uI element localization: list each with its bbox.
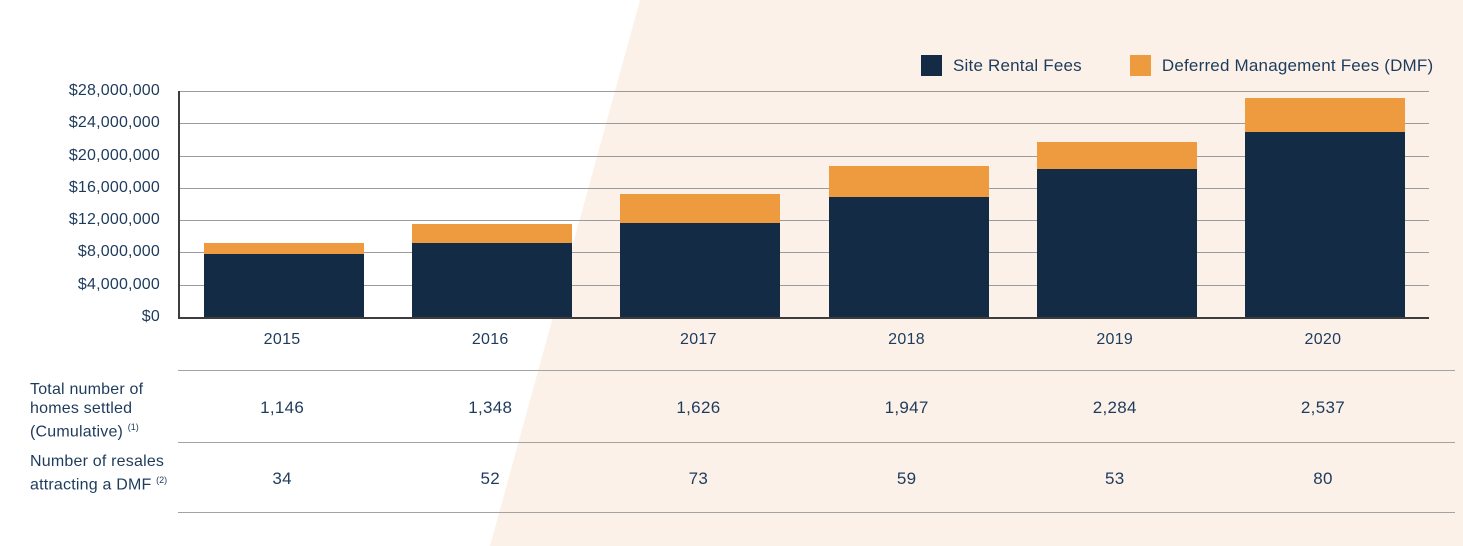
site-rental-fees-swatch-icon	[921, 55, 942, 76]
footnote-marker: (1)	[127, 422, 139, 432]
x-axis-label-2020: 2020	[1304, 331, 1342, 348]
table-value-cell: 1,348	[468, 398, 513, 417]
table-value-cell: 1,947	[884, 398, 929, 417]
table-row-label-resales-dmf: Number of resales attracting a DMF (2)	[30, 452, 185, 494]
dmf-bar-2019	[1036, 141, 1197, 170]
table-value-cell: 1,626	[676, 398, 721, 417]
x-axis-label-2018: 2018	[888, 331, 925, 348]
gridline	[180, 91, 1429, 92]
x-axis-label-2016: 2016	[471, 331, 509, 348]
table-value-cell: 34	[272, 469, 292, 488]
table-divider-middle	[178, 442, 1455, 443]
table-divider-bottom	[178, 512, 1455, 513]
footnote-marker: (2)	[156, 475, 168, 485]
table-value-cell: 73	[688, 469, 709, 488]
dmf-swatch-icon	[1129, 55, 1151, 76]
table-value-cell: 53	[1105, 469, 1125, 488]
chart-legend: Site Rental Fees Deferred Management Fee…	[921, 55, 1433, 76]
x-axis-label-2017: 2017	[680, 331, 717, 348]
dmf-bar-2015	[204, 242, 365, 255]
x-axis-label-2019: 2019	[1096, 331, 1134, 348]
site-rental-fees-bar-2020	[1244, 132, 1405, 317]
table-value-cell: 2,537	[1300, 398, 1345, 417]
dmf-bar-2020	[1244, 98, 1405, 133]
table-value-cell: 2,284	[1092, 398, 1137, 417]
y-axis-tick-label: $4,000,000	[77, 275, 160, 293]
legend-item-dmf: Deferred Management Fees (DMF)	[1129, 55, 1434, 76]
table-value-cell: 1,146	[260, 398, 305, 417]
y-axis-tick-label: $20,000,000	[68, 146, 160, 164]
site-rental-fees-bar-2016	[412, 242, 573, 317]
plot-area	[178, 91, 1429, 319]
legend-label-site-rental-fees: Site Rental Fees	[953, 55, 1082, 75]
y-axis-tick-label: $12,000,000	[68, 211, 160, 229]
x-axis-label-2015: 2015	[263, 331, 301, 348]
dmf-bar-2017	[620, 194, 781, 223]
dmf-bar-2016	[412, 224, 573, 243]
y-axis-tick-label: $24,000,000	[68, 114, 160, 132]
table-values-homes-settled: 1,146 1,348 1,626 1,947 2,284 2,537	[178, 395, 1427, 421]
gridline	[180, 252, 1429, 254]
y-axis-tick-label: $28,000,000	[68, 82, 160, 99]
table-row-label-homes-settled: Total number of homes settled (Cumulativ…	[30, 380, 185, 441]
table-divider-top	[178, 370, 1455, 371]
gridline	[180, 155, 1429, 157]
site-rental-fees-bar-2015	[204, 254, 365, 317]
site-rental-fees-bar-2017	[620, 222, 781, 317]
table-value-cell: 80	[1313, 469, 1333, 488]
row-label-text: Number of resales attracting a DMF	[30, 453, 165, 494]
site-rental-fees-bar-2019	[1036, 169, 1197, 317]
y-axis-tick-label: $8,000,000	[77, 243, 160, 261]
legend-label-dmf: Deferred Management Fees (DMF)	[1161, 55, 1434, 75]
row-label-text: Total number of homes settled (Cumulativ…	[30, 381, 144, 441]
gridline	[180, 123, 1429, 125]
y-axis-tick-label: $0	[141, 308, 160, 325]
gridline	[180, 284, 1429, 286]
dmf-bar-2018	[828, 166, 989, 197]
y-axis-tick-label: $16,000,000	[68, 178, 160, 196]
table-value-cell: 59	[896, 469, 917, 488]
legend-item-site-rental-fees: Site Rental Fees	[921, 55, 1082, 76]
table-values-resales-dmf: 34 52 73 59 53 80	[178, 466, 1427, 492]
gridline	[180, 187, 1429, 189]
gridline	[180, 220, 1429, 222]
site-rental-fees-bar-2018	[828, 196, 989, 317]
table-value-cell: 52	[480, 469, 501, 488]
